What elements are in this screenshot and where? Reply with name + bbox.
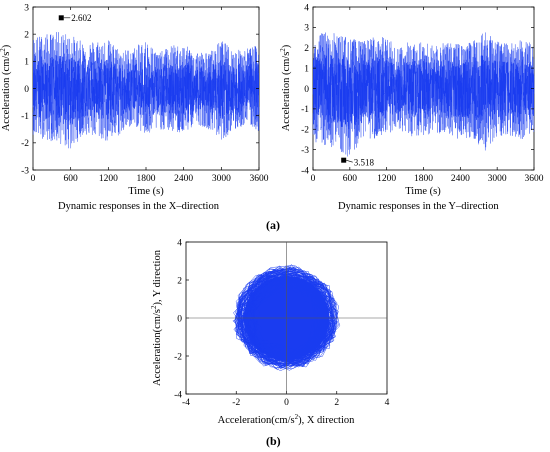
y-tick-label: -3 xyxy=(301,146,309,156)
caption-x-direction: Dynamic responses in the X–direction xyxy=(58,201,219,212)
x-tick-label: 1200 xyxy=(377,174,396,184)
y-axis-label: Acceleration (cm/s2) xyxy=(0,44,12,131)
peak-marker xyxy=(341,157,347,163)
x-tick-label: 600 xyxy=(343,174,358,184)
y-axis-label: Acceleration(cm/s2), Y direction xyxy=(150,249,163,386)
signal-trace xyxy=(32,32,260,149)
y-tick-label: 3 xyxy=(24,3,29,13)
y-tick-label: -3 xyxy=(21,166,29,176)
y-tick-label: 0 xyxy=(177,314,182,324)
signal-line-core xyxy=(32,54,260,125)
x-axis-label: Acceleration(cm/s2), X direction xyxy=(218,413,355,426)
peak-annotation: 2.602 xyxy=(58,13,92,23)
x-tick-label: 2400 xyxy=(174,174,193,184)
y-tick-label: -2 xyxy=(21,139,29,149)
peak-label: 2.602 xyxy=(71,13,91,23)
y-tick-label: 0 xyxy=(24,85,29,95)
tick-marks: 0 600 1200 1800 2400 3000 3600 4 3 2 1 0 -1 -2 -3 -4 xyxy=(301,3,544,184)
y-tick-label: 1 xyxy=(24,58,29,68)
x-tick-label: 3600 xyxy=(525,174,544,184)
y-tick-label: 2 xyxy=(24,30,29,40)
x-tick-label: 2400 xyxy=(451,174,470,184)
orbit-trace xyxy=(232,264,341,371)
y-tick-label: -4 xyxy=(174,390,182,400)
x-tick-label: 1800 xyxy=(137,174,156,184)
panel-label-b: (b) xyxy=(266,434,281,448)
x-axis-label: Time (s) xyxy=(405,186,441,197)
x-tick-label: 2 xyxy=(334,398,339,408)
y-axis-label: Acceleration (cm/s2) xyxy=(279,44,292,131)
tick-marks: 0 600 1200 1800 2400 3000 3600 3 2 1 0 -1 -2 -3 xyxy=(21,3,269,184)
peak-annotation: 3.518 xyxy=(341,157,375,168)
peak-leader xyxy=(346,159,353,163)
x-tick-label: 3000 xyxy=(212,174,231,184)
y-tick-label: -1 xyxy=(21,112,29,122)
x-tick-label: 0 xyxy=(31,174,36,184)
panel-label-a: (a) xyxy=(266,218,280,232)
signal-line xyxy=(32,32,260,149)
chart-x-direction: 0 600 1200 1800 2400 3000 3600 3 2 1 0 -1 -2 -3 2.602… xyxy=(0,3,269,197)
x-tick-label: 1800 xyxy=(414,174,433,184)
x-tick-label: 3600 xyxy=(250,174,269,184)
chart-orbit: -4 -2 0 2 4 4 2 0 -2 -4 Acceleration(cm/s2), X di… xyxy=(150,238,390,426)
y-tick-label: -1 xyxy=(301,105,309,115)
peak-marker xyxy=(58,15,64,21)
y-tick-label: 2 xyxy=(304,44,309,54)
signal-trace xyxy=(312,32,535,157)
y-tick-label: 3 xyxy=(304,24,309,34)
y-tick-label: 1 xyxy=(304,64,309,74)
y-tick-label: -2 xyxy=(174,352,182,362)
y-tick-label: 0 xyxy=(304,85,309,95)
x-tick-label: 1200 xyxy=(99,174,118,184)
x-axis-label: Time (s) xyxy=(128,186,164,197)
y-tick-label: 2 xyxy=(177,276,182,286)
x-tick-label: 600 xyxy=(64,174,79,184)
y-tick-label: 4 xyxy=(304,3,309,13)
caption-y-direction: Dynamic responses in the Y–direction xyxy=(338,201,499,212)
x-tick-label: 0 xyxy=(284,398,289,408)
x-tick-label: 0 xyxy=(311,174,316,184)
chart-y-direction: 0 600 1200 1800 2400 3000 3600 4 3 2 1 0 -1 -2 -3 -4 3.… xyxy=(279,3,544,197)
x-tick-label: -2 xyxy=(232,398,240,408)
tick-marks: -4 -2 0 2 4 4 2 0 -2 -4 xyxy=(174,238,390,408)
y-tick-label: -4 xyxy=(301,166,309,176)
peak-label: 3.518 xyxy=(354,158,375,168)
y-tick-label: 4 xyxy=(177,238,182,248)
y-tick-label: -2 xyxy=(301,126,309,136)
signal-line-core xyxy=(312,54,535,130)
x-tick-label: 4 xyxy=(385,398,390,408)
x-tick-label: 3000 xyxy=(488,174,507,184)
x-tick-label: -4 xyxy=(182,398,190,408)
